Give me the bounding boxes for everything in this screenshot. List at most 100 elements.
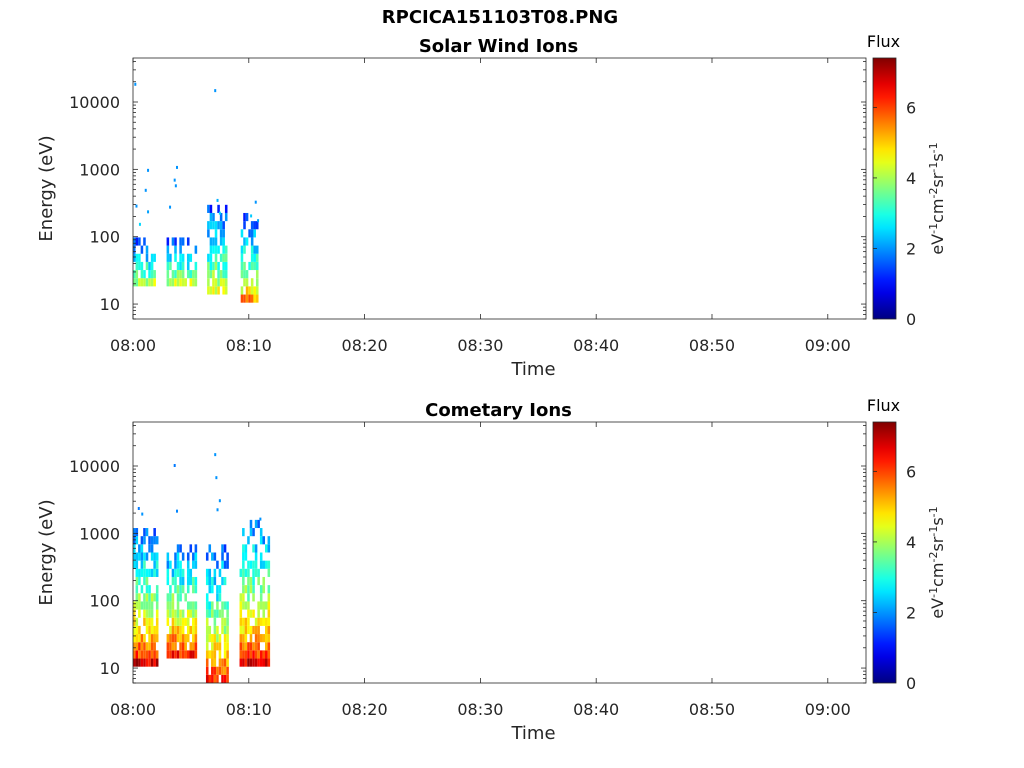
flux-cell xyxy=(148,544,151,553)
flux-cell xyxy=(247,585,250,594)
flux-cell xyxy=(155,625,159,635)
flux-point xyxy=(141,512,144,516)
flux-cell xyxy=(140,560,144,569)
flux-cell xyxy=(194,245,198,254)
flux-cell xyxy=(169,278,172,287)
flux-cell xyxy=(265,642,268,651)
flux-point xyxy=(173,178,176,182)
flux-cell xyxy=(179,270,182,279)
flux-cell xyxy=(244,634,248,643)
flux-cell xyxy=(145,585,149,594)
flux-cell xyxy=(248,261,251,271)
flux-cell xyxy=(211,585,214,594)
flux-cell xyxy=(249,609,253,618)
flux-cell xyxy=(143,552,146,561)
flux-cell xyxy=(212,212,215,222)
flux-cell xyxy=(176,568,180,577)
unit-base: sr xyxy=(928,536,947,551)
flux-cell xyxy=(181,585,185,594)
flux-cell xyxy=(218,658,222,667)
flux-cell xyxy=(145,609,149,618)
flux-cell xyxy=(254,560,258,569)
flux-cell xyxy=(267,560,271,569)
flux-cell xyxy=(265,601,268,610)
flux-cell xyxy=(213,634,217,643)
flux-cell xyxy=(255,294,259,303)
flux-cell xyxy=(223,666,227,675)
flux-cell xyxy=(205,552,209,561)
flux-cell xyxy=(186,609,190,618)
flux-cell xyxy=(140,278,144,287)
flux-cell xyxy=(245,294,249,303)
flux-cell xyxy=(205,658,209,667)
flux-cell xyxy=(174,270,177,279)
flux-cell xyxy=(186,253,190,262)
flux-cell xyxy=(252,585,255,594)
flux-cell xyxy=(145,650,149,659)
flux-cell xyxy=(189,278,193,287)
flux-cell xyxy=(209,261,213,271)
flux-cell xyxy=(207,221,210,230)
flux-cell xyxy=(239,658,243,667)
flux-cell xyxy=(252,650,255,659)
flux-cell xyxy=(186,617,190,626)
panel-1: Solar Wind Ions 08:00 08:10 08:20 08:30 08:40… xyxy=(36,32,947,380)
flux-cell xyxy=(145,593,149,602)
flux-cell xyxy=(140,585,144,594)
flux-cell xyxy=(216,560,219,569)
flux-cell xyxy=(143,609,146,618)
flux-cell xyxy=(143,642,146,651)
flux-cell xyxy=(223,617,227,626)
x-axis-label: Time xyxy=(510,359,555,380)
flux-point xyxy=(174,184,177,188)
flux-cell xyxy=(140,536,144,545)
flux-cell xyxy=(221,666,224,675)
flux-cell xyxy=(205,634,209,643)
flux-cell xyxy=(155,634,159,643)
flux-cell xyxy=(244,617,248,626)
flux-cell xyxy=(138,625,141,635)
flux-point xyxy=(176,509,179,513)
flux-cell xyxy=(224,261,228,271)
flux-cell xyxy=(181,253,185,262)
flux-point xyxy=(138,222,141,226)
flux-cell xyxy=(194,634,198,643)
flux-cell xyxy=(153,270,156,279)
flux-cell xyxy=(140,658,144,667)
flux-cell xyxy=(242,528,245,537)
flux-cell xyxy=(205,642,209,651)
flux-cell xyxy=(257,568,260,577)
flux-cell xyxy=(252,609,255,618)
flux-cell xyxy=(174,650,177,659)
flux-cell xyxy=(216,601,219,610)
flux-cell xyxy=(135,568,139,577)
flux-cell xyxy=(145,528,149,537)
flux-cell xyxy=(257,650,260,659)
flux-cell xyxy=(208,650,212,659)
unit-exponent: -1 xyxy=(927,142,940,153)
flux-cell xyxy=(239,601,243,610)
flux-cell xyxy=(219,212,223,222)
flux-cell xyxy=(216,585,219,594)
flux-cell xyxy=(194,278,198,287)
flux-cell xyxy=(213,658,217,667)
flux-cell xyxy=(267,650,271,659)
flux-cell xyxy=(254,568,258,577)
flux-cell xyxy=(179,568,182,577)
flux-cell xyxy=(133,625,136,635)
flux-cell xyxy=(254,552,258,561)
flux-cell xyxy=(208,674,212,683)
flux-cell xyxy=(243,237,246,246)
flux-cell xyxy=(221,625,224,635)
flux-cell xyxy=(150,642,154,651)
flux-cell xyxy=(166,261,170,271)
flux-cell xyxy=(253,221,256,230)
flux-cell xyxy=(174,278,177,287)
x-axis-label: Time xyxy=(510,723,555,744)
flux-cell xyxy=(171,278,175,287)
flux-cell xyxy=(150,593,154,602)
flux-cell xyxy=(133,617,136,626)
flux-cell xyxy=(169,585,172,594)
flux-cell xyxy=(174,560,177,569)
